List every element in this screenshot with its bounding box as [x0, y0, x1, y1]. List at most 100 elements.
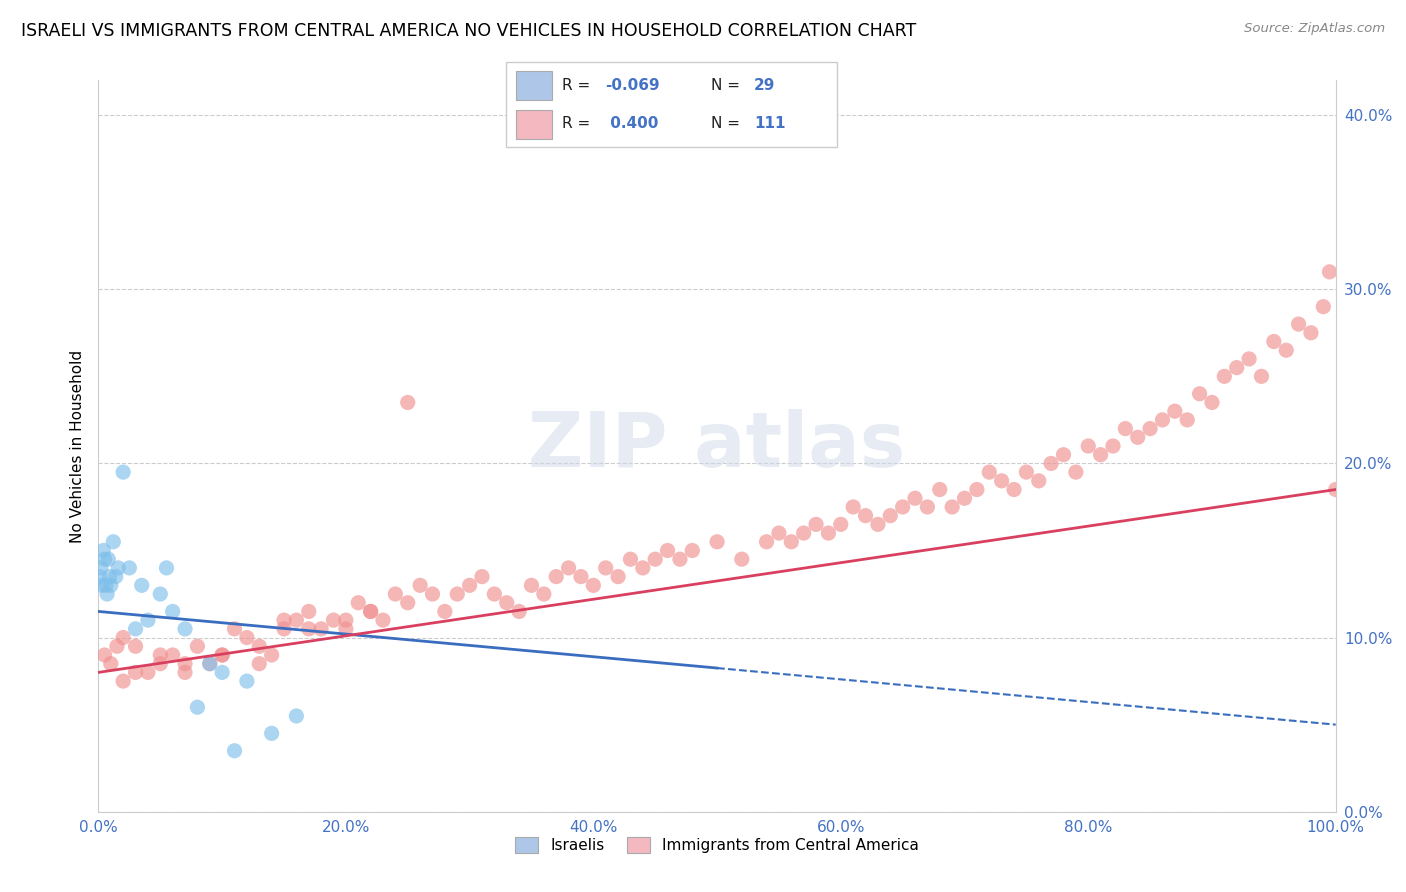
Point	[1077, 439, 1099, 453]
Point	[422, 587, 444, 601]
Point	[107, 561, 129, 575]
Point	[904, 491, 927, 506]
Point	[409, 578, 432, 592]
Point	[124, 665, 146, 680]
Point	[236, 674, 259, 689]
Point	[644, 552, 666, 566]
Point	[93, 648, 115, 662]
Point	[495, 596, 517, 610]
Point	[347, 596, 370, 610]
Point	[607, 569, 630, 583]
Text: 29: 29	[754, 78, 775, 93]
Point	[136, 665, 159, 680]
Point	[1201, 395, 1223, 409]
Point	[155, 561, 177, 575]
Point	[1052, 448, 1074, 462]
Point	[928, 483, 950, 497]
Point	[371, 613, 394, 627]
Point	[1064, 465, 1087, 479]
Point	[1175, 413, 1198, 427]
Text: -0.069: -0.069	[605, 78, 659, 93]
Point	[1188, 386, 1211, 401]
Point	[879, 508, 901, 523]
Point	[804, 517, 827, 532]
Y-axis label: No Vehicles in Household: No Vehicles in Household	[69, 350, 84, 542]
Point	[780, 534, 803, 549]
Point	[162, 648, 184, 662]
Point	[112, 465, 135, 479]
Point	[979, 465, 1001, 479]
Point	[520, 578, 543, 592]
Point	[1237, 351, 1260, 366]
Text: 0.400: 0.400	[605, 116, 658, 131]
Point	[396, 395, 419, 409]
Point	[112, 631, 135, 645]
Point	[335, 622, 357, 636]
Point	[298, 604, 321, 618]
Point	[100, 657, 122, 671]
Point	[817, 526, 839, 541]
Point	[941, 500, 963, 514]
Point	[842, 500, 865, 514]
Point	[446, 587, 468, 601]
Point	[273, 622, 295, 636]
Text: Source: ZipAtlas.com: Source: ZipAtlas.com	[1244, 22, 1385, 36]
Point	[198, 657, 221, 671]
Point	[236, 631, 259, 645]
Point	[569, 569, 592, 583]
Point	[96, 587, 118, 601]
Point	[855, 508, 877, 523]
Point	[285, 613, 308, 627]
Point	[1114, 421, 1136, 435]
Point	[322, 613, 344, 627]
Point	[706, 534, 728, 549]
Point	[112, 674, 135, 689]
Point	[100, 578, 122, 592]
Point	[174, 657, 197, 671]
Point	[953, 491, 976, 506]
Text: R =: R =	[562, 116, 591, 131]
Point	[768, 526, 790, 541]
Point	[1164, 404, 1187, 418]
Point	[508, 604, 530, 618]
Text: ZIP atlas: ZIP atlas	[529, 409, 905, 483]
Point	[891, 500, 914, 514]
Point	[89, 569, 111, 583]
Point	[131, 578, 153, 592]
Point	[1152, 413, 1174, 427]
Point	[1250, 369, 1272, 384]
Point	[285, 709, 308, 723]
Text: R =: R =	[562, 78, 591, 93]
Point	[1102, 439, 1125, 453]
Point	[211, 648, 233, 662]
Point	[118, 561, 141, 575]
Point	[1028, 474, 1050, 488]
Point	[93, 552, 115, 566]
Point	[830, 517, 852, 532]
Point	[631, 561, 654, 575]
Point	[1288, 317, 1310, 331]
Text: N =: N =	[711, 116, 740, 131]
Point	[1319, 265, 1341, 279]
Point	[98, 569, 121, 583]
Point	[211, 648, 233, 662]
Point	[93, 543, 115, 558]
Point	[174, 622, 197, 636]
Point	[260, 726, 283, 740]
Point	[360, 604, 382, 618]
Point	[136, 613, 159, 627]
Point	[1299, 326, 1322, 340]
Point	[309, 622, 332, 636]
Point	[557, 561, 579, 575]
Point	[533, 587, 555, 601]
Point	[298, 622, 321, 636]
Point	[595, 561, 617, 575]
Text: N =: N =	[711, 78, 740, 93]
Point	[149, 648, 172, 662]
Point	[186, 700, 208, 714]
Point	[1002, 483, 1025, 497]
Point	[681, 543, 703, 558]
Point	[247, 640, 270, 654]
Point	[149, 587, 172, 601]
Text: ISRAELI VS IMMIGRANTS FROM CENTRAL AMERICA NO VEHICLES IN HOUSEHOLD CORRELATION : ISRAELI VS IMMIGRANTS FROM CENTRAL AMERI…	[21, 22, 917, 40]
